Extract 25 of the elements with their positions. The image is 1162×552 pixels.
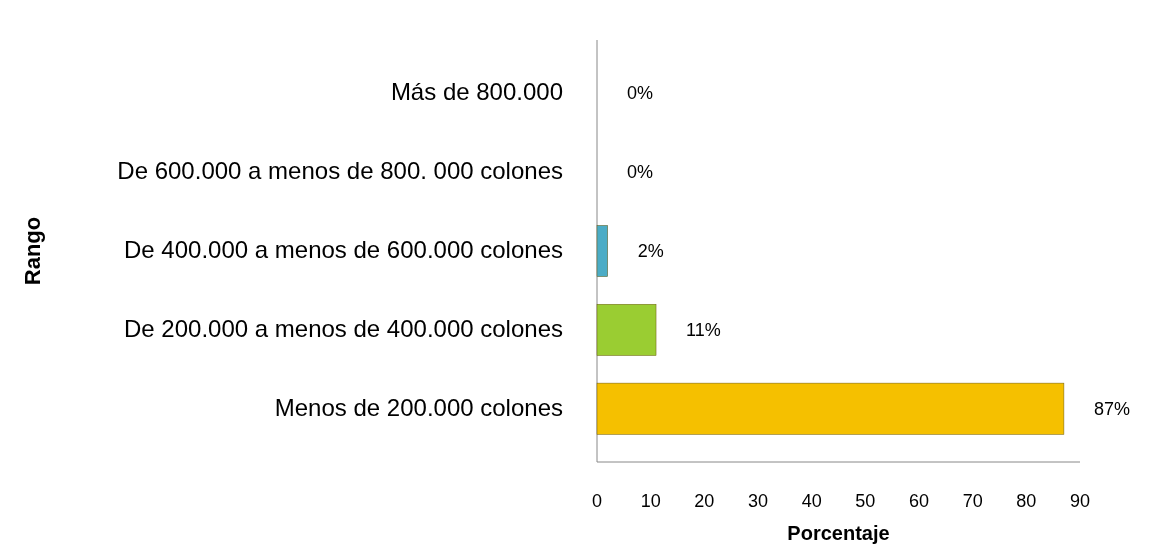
bar — [596, 382, 1065, 435]
bar — [596, 225, 608, 277]
x-axis-title: Porcentaje — [787, 522, 890, 544]
y-tick-label: De 200.000 a menos de 400.000 colones — [124, 314, 563, 342]
y-axis-title: Rango — [20, 216, 45, 286]
data-label: 87% — [1093, 398, 1130, 419]
y-tick-label: Más de 800.000 — [390, 78, 563, 106]
x-tick-label: 60 — [908, 491, 930, 511]
x-tick-label: 30 — [747, 491, 769, 511]
bar — [596, 303, 657, 356]
x-tick-label: 80 — [1016, 491, 1037, 511]
x-tick-label: 70 — [962, 491, 983, 511]
x-tick-label: 0 — [591, 491, 603, 511]
x-tick-label: 90 — [1069, 491, 1091, 511]
data-label: 11% — [686, 319, 721, 340]
x-tick-label: 10 — [640, 491, 661, 511]
x-tick-label: 50 — [855, 491, 876, 511]
data-label: 0% — [627, 162, 654, 183]
y-tick-label: De 600.000 a menos de 800. 000 colones — [117, 157, 563, 185]
x-tick-label: 40 — [801, 491, 822, 511]
y-tick-label: De 400.000 a menos de 600.000 colones — [124, 236, 563, 263]
x-tick-label: 20 — [694, 491, 715, 511]
data-label: 0% — [627, 83, 654, 104]
data-label: 2% — [637, 241, 664, 261]
y-tick-label: Menos de 200.000 colones — [274, 393, 563, 421]
